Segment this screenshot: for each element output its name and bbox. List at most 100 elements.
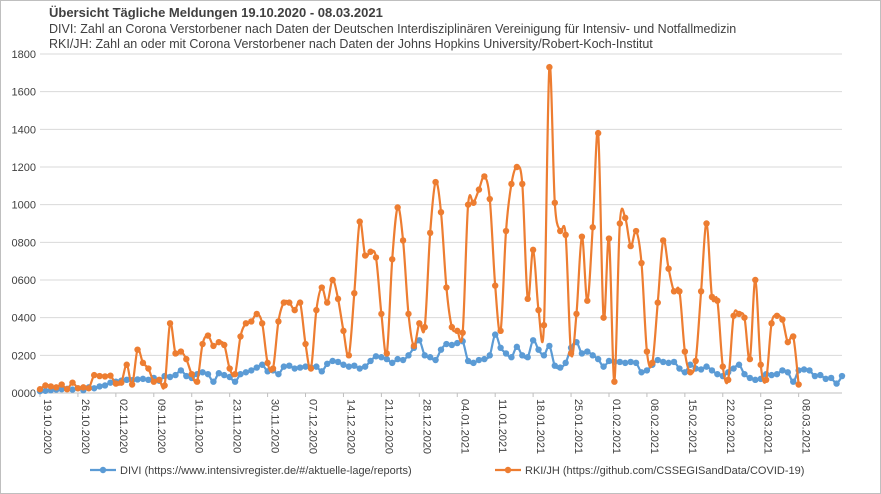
data-point <box>367 357 374 365</box>
data-point <box>372 353 380 360</box>
data-point <box>166 320 174 327</box>
data-point <box>177 367 185 374</box>
data-point <box>665 359 672 367</box>
y-tick-label: 0800 <box>12 237 36 249</box>
data-point <box>58 386 65 393</box>
data-point <box>383 350 391 357</box>
data-point <box>210 378 217 385</box>
y-tick-label: 1600 <box>12 87 36 99</box>
data-point <box>378 310 385 318</box>
legend-marker <box>99 466 107 474</box>
data-point <box>475 186 483 193</box>
data-point <box>502 350 510 357</box>
data-point <box>389 359 396 367</box>
data-point <box>502 227 510 235</box>
data-point <box>600 314 607 321</box>
data-point <box>708 367 716 374</box>
data-point <box>491 331 499 338</box>
data-point <box>519 352 526 359</box>
grid-lines <box>40 53 842 394</box>
data-point <box>676 288 683 295</box>
x-tick-label: 23.11.2020 <box>231 399 243 453</box>
data-point <box>123 376 130 384</box>
data-point <box>448 341 456 349</box>
data-point <box>589 352 596 359</box>
data-point <box>42 382 49 389</box>
data-point <box>638 369 645 376</box>
data-point <box>833 380 840 387</box>
data-point <box>172 371 179 379</box>
data-point <box>231 378 239 385</box>
data-point <box>546 342 553 350</box>
data-point <box>340 361 347 368</box>
data-point <box>112 380 120 387</box>
data-point <box>183 372 190 380</box>
data-point <box>351 289 358 297</box>
data-point <box>361 252 369 259</box>
data-point <box>275 370 282 378</box>
data-point <box>302 363 309 370</box>
data-point <box>676 365 683 372</box>
data-point <box>237 333 244 340</box>
data-point <box>242 320 250 327</box>
data-point <box>296 364 304 371</box>
x-tick-label: 11.01.2021 <box>496 399 508 453</box>
data-point <box>318 284 325 291</box>
data-point <box>183 355 190 363</box>
data-point <box>454 339 461 347</box>
data-point <box>221 371 228 379</box>
data-point <box>63 386 71 393</box>
x-tick-label: 08.03.2021 <box>800 399 812 454</box>
data-point <box>101 382 109 389</box>
legend: DIVI (https://www.intensivregister.de/#/… <box>90 465 804 477</box>
data-point <box>578 350 586 357</box>
legend-label: DIVI (https://www.intensivregister.de/#/… <box>120 465 412 477</box>
data-point <box>703 363 710 370</box>
data-point <box>486 352 493 359</box>
y-tick-label: 1000 <box>12 200 36 212</box>
data-point <box>134 376 141 383</box>
data-point <box>464 357 472 365</box>
data-point <box>193 378 201 385</box>
data-point <box>508 180 515 188</box>
x-tick-label: 02.11.2020 <box>117 399 129 453</box>
x-tick-label: 22.02.2021 <box>724 399 736 454</box>
data-point <box>524 354 531 361</box>
chart-subtitle-divi: DIVI: Zahl an Corona Verstorbener nach D… <box>49 22 737 36</box>
data-point <box>470 359 477 367</box>
data-point <box>188 370 195 378</box>
data-point <box>69 386 76 393</box>
y-tick-label: 1200 <box>12 162 36 174</box>
data-point <box>827 374 835 382</box>
data-point <box>665 265 672 272</box>
data-point <box>611 378 618 385</box>
data-point <box>746 374 754 382</box>
y-tick-label: 0400 <box>12 313 36 325</box>
data-point <box>118 379 125 386</box>
data-point <box>790 378 797 385</box>
data-point <box>356 218 363 225</box>
data-point <box>649 359 656 367</box>
data-point <box>394 355 401 363</box>
data-point <box>345 352 353 359</box>
data-point <box>421 352 428 359</box>
data-point <box>605 235 613 242</box>
y-tick-label: 0600 <box>12 275 36 287</box>
data-point <box>540 352 548 359</box>
data-point <box>557 227 564 235</box>
data-point <box>529 246 537 254</box>
data-point <box>405 310 412 318</box>
series-rki-jh <box>36 63 802 393</box>
data-point <box>351 362 358 369</box>
data-point <box>432 356 439 364</box>
data-point <box>584 297 591 304</box>
data-point <box>372 254 380 261</box>
data-point <box>318 368 325 375</box>
data-point <box>107 379 114 386</box>
data-point <box>513 163 521 171</box>
data-point <box>53 384 60 391</box>
data-point <box>123 361 130 368</box>
data-point <box>470 199 477 206</box>
data-point <box>697 366 705 373</box>
